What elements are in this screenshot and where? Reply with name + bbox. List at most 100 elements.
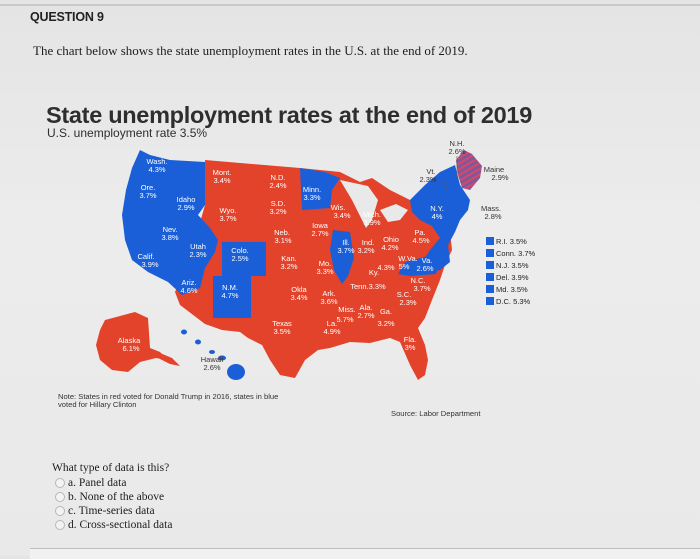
radio-button[interactable] xyxy=(55,478,65,488)
svg-text:3.2%: 3.2% xyxy=(280,262,297,271)
svg-text:Ind.: Ind. xyxy=(362,238,375,247)
map-blue-west xyxy=(122,150,218,295)
svg-text:3.2%: 3.2% xyxy=(357,246,374,255)
legend-swatch xyxy=(486,273,494,281)
svg-text:2.7%: 2.7% xyxy=(357,311,374,320)
map-maine xyxy=(456,150,482,190)
svg-text:3.8%: 3.8% xyxy=(161,233,178,242)
svg-text:2.6%: 2.6% xyxy=(448,147,465,156)
svg-text:3.4%: 3.4% xyxy=(213,176,230,185)
svg-text:2.7%: 2.7% xyxy=(311,229,328,238)
legend-item: N.J. 3.5% xyxy=(486,259,535,271)
chart-subtitle: U.S. unemployment rate 3.5% xyxy=(47,126,208,140)
svg-text:Alaska: Alaska xyxy=(118,336,141,345)
svg-text:Hawaii: Hawaii xyxy=(201,355,224,364)
svg-text:3%: 3% xyxy=(405,343,416,352)
svg-text:4.7%: 4.7% xyxy=(221,291,238,300)
legend-swatch xyxy=(486,285,494,293)
legend-swatch xyxy=(486,237,494,245)
option-a[interactable]: a. Panel data xyxy=(55,476,172,490)
top-divider xyxy=(0,4,700,6)
svg-text:3.7%: 3.7% xyxy=(219,214,236,223)
chart-title: State unemployment rates at the end of 2… xyxy=(46,102,532,128)
svg-text:W.Va.: W.Va. xyxy=(398,254,417,263)
svg-text:Nev.: Nev. xyxy=(163,225,178,234)
map-great-lakes xyxy=(340,180,378,228)
svg-text:Calif.: Calif. xyxy=(137,252,154,261)
svg-text:4.2%: 4.2% xyxy=(381,243,398,252)
small-states-legend: R.I. 3.5% Conn. 3.7% N.J. 3.5% Del. 3.9%… xyxy=(486,235,535,307)
legend-item: Del. 3.9% xyxy=(486,271,535,283)
radio-button[interactable] xyxy=(55,492,65,502)
option-b[interactable]: b. None of the above xyxy=(55,490,172,504)
svg-text:Mont.: Mont. xyxy=(213,168,232,177)
legend-item: Conn. 3.7% xyxy=(486,247,535,259)
svg-text:Fla.: Fla. xyxy=(404,335,417,344)
svg-text:4.5%: 4.5% xyxy=(412,236,429,245)
legend-swatch xyxy=(486,297,494,305)
map-minnesota xyxy=(300,168,340,210)
legend-label: D.C. 5.3% xyxy=(496,296,531,306)
legend-label: Del. 3.9% xyxy=(496,272,529,282)
legend-item: D.C. 5.3% xyxy=(486,295,535,307)
svg-text:Okla: Okla xyxy=(291,285,307,294)
svg-text:Maine: Maine xyxy=(484,165,504,174)
option-label: b. None of the above xyxy=(68,491,165,503)
svg-text:3.7%: 3.7% xyxy=(139,191,156,200)
svg-text:2.9%: 2.9% xyxy=(177,203,194,212)
svg-text:2.9%: 2.9% xyxy=(491,173,508,182)
svg-text:3.9%: 3.9% xyxy=(363,218,380,227)
legend-item: R.I. 3.5% xyxy=(486,235,535,247)
svg-text:Neb.: Neb. xyxy=(274,228,290,237)
svg-text:Wis.: Wis. xyxy=(331,203,346,212)
svg-text:4.6%: 4.6% xyxy=(180,286,197,295)
svg-text:N.H.: N.H. xyxy=(450,139,465,148)
svg-text:3.4%: 3.4% xyxy=(333,211,350,220)
svg-text:3.1%: 3.1% xyxy=(274,236,291,245)
svg-text:Utah: Utah xyxy=(190,242,206,251)
option-d[interactable]: d. Cross-sectional data xyxy=(55,518,172,532)
chart-note: Note: States in red voted for Donald Tru… xyxy=(58,392,279,409)
legend-swatch xyxy=(486,261,494,269)
svg-text:Mo.: Mo. xyxy=(319,259,332,268)
svg-text:2.8%: 2.8% xyxy=(484,212,501,221)
legend-swatch xyxy=(486,249,494,257)
svg-text:Ky.: Ky. xyxy=(369,268,379,277)
svg-text:Ala.: Ala. xyxy=(360,303,373,312)
map-northeast-blue xyxy=(410,165,470,272)
svg-text:2.6%: 2.6% xyxy=(203,363,220,372)
svg-text:N.Y.: N.Y. xyxy=(430,204,444,213)
radio-button[interactable] xyxy=(55,506,65,516)
svg-text:4.3%: 4.3% xyxy=(148,165,165,174)
svg-text:Wyo.: Wyo. xyxy=(219,206,236,215)
svg-text:Ill.: Ill. xyxy=(342,238,350,247)
svg-text:2.5%: 2.5% xyxy=(231,254,248,263)
svg-text:5%: 5% xyxy=(399,262,410,271)
svg-text:2.3%: 2.3% xyxy=(419,175,436,184)
svg-text:2.3%: 2.3% xyxy=(399,298,416,307)
radio-button[interactable] xyxy=(55,520,65,530)
svg-text:3.4%: 3.4% xyxy=(290,293,307,302)
option-label: d. Cross-sectional data xyxy=(68,519,173,531)
svg-text:5.7%: 5.7% xyxy=(336,315,353,324)
chart-source: Source: Labor Department xyxy=(391,409,481,418)
svg-text:Texas: Texas xyxy=(272,319,292,328)
legend-label: Md. 3.5% xyxy=(496,284,528,294)
svg-text:3.5%: 3.5% xyxy=(273,327,290,336)
svg-text:3.9%: 3.9% xyxy=(141,260,158,269)
svg-text:Minn.: Minn. xyxy=(303,185,321,194)
svg-text:Ore.: Ore. xyxy=(141,183,156,192)
map-red-region xyxy=(175,160,452,380)
option-c[interactable]: c. Time-series data xyxy=(55,504,172,518)
svg-text:3.3%: 3.3% xyxy=(303,193,320,202)
svg-text:2.4%: 2.4% xyxy=(269,181,286,190)
svg-text:Pa.: Pa. xyxy=(414,228,425,237)
svg-text:3.7%: 3.7% xyxy=(413,284,430,293)
svg-text:Colo.: Colo. xyxy=(231,246,249,255)
map-new-mexico xyxy=(213,276,251,318)
svg-text:Mass.: Mass. xyxy=(481,204,501,213)
map-alaska xyxy=(96,312,168,372)
question-prompt: What type of data is this? xyxy=(52,462,170,474)
option-label: c. Time-series data xyxy=(68,505,155,517)
